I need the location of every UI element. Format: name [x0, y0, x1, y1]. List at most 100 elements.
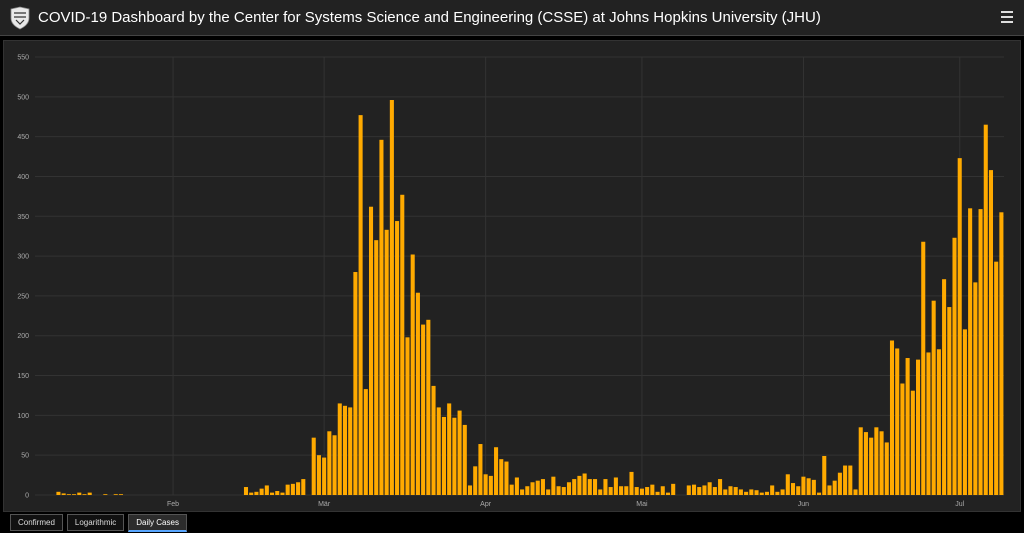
bar	[499, 459, 504, 495]
bar	[942, 279, 947, 495]
bar	[587, 479, 592, 495]
bar	[540, 479, 545, 495]
bar	[994, 261, 999, 495]
bar	[889, 340, 895, 495]
bar	[921, 241, 926, 495]
bar	[926, 352, 931, 495]
bar	[358, 115, 363, 495]
bar	[316, 455, 321, 495]
bar	[368, 206, 374, 495]
bar	[801, 476, 806, 495]
bar	[270, 492, 275, 495]
bar	[707, 482, 712, 495]
bar	[389, 100, 394, 495]
chart-tab-bar: Confirmed Logarithmic Daily Cases	[10, 514, 191, 532]
bar	[822, 455, 827, 495]
bar	[488, 475, 493, 495]
bar	[759, 492, 764, 495]
bar	[968, 208, 973, 496]
y-tick-label: 0	[25, 493, 29, 500]
bar	[863, 432, 868, 495]
y-tick-label: 300	[17, 254, 29, 261]
bar	[452, 417, 457, 495]
bar	[113, 494, 118, 495]
bar	[462, 424, 467, 495]
bar	[691, 484, 697, 495]
bar	[415, 292, 420, 495]
bar	[858, 427, 863, 495]
bar	[796, 486, 801, 495]
bar	[400, 194, 405, 495]
bar	[905, 358, 910, 495]
bar	[603, 479, 608, 495]
bar	[790, 483, 796, 495]
bar	[988, 170, 994, 496]
tab-logarithmic[interactable]: Logarithmic	[66, 514, 125, 531]
y-tick-label: 150	[17, 373, 29, 380]
bar	[525, 486, 530, 495]
bar	[879, 431, 884, 495]
page-title: COVID-19 Dashboard by the Center for Sys…	[38, 9, 821, 26]
y-tick-label: 400	[17, 174, 29, 181]
x-tick-label: Jun	[798, 501, 809, 508]
bar	[848, 465, 853, 495]
bar	[342, 405, 348, 495]
bar	[655, 491, 660, 495]
bar	[634, 487, 639, 495]
bar	[301, 479, 306, 495]
bar	[322, 457, 327, 495]
bar	[853, 489, 858, 495]
bar	[624, 486, 629, 495]
bar	[280, 492, 285, 495]
bar	[118, 494, 123, 495]
bar	[764, 491, 769, 495]
bar	[421, 324, 426, 495]
bar	[895, 348, 900, 495]
bar	[264, 485, 269, 495]
bar	[728, 486, 733, 495]
bar	[650, 484, 655, 495]
bar	[910, 390, 915, 495]
bar	[551, 476, 556, 495]
bar	[441, 416, 446, 495]
bar	[582, 473, 587, 495]
bar	[103, 494, 108, 495]
bar	[530, 482, 535, 495]
bar	[613, 477, 618, 495]
bar	[598, 489, 603, 495]
y-tick-label: 350	[17, 214, 29, 221]
tab-daily-cases[interactable]: Daily Cases	[128, 514, 187, 532]
y-tick-label: 500	[17, 94, 29, 101]
bar	[431, 385, 436, 495]
bar	[509, 484, 514, 495]
x-tick-label: Mai	[636, 501, 648, 508]
bar	[332, 435, 337, 495]
hamburger-menu-icon[interactable]	[1001, 11, 1013, 23]
bar	[82, 494, 87, 495]
bar	[671, 483, 676, 495]
bar	[639, 488, 644, 495]
bar	[311, 437, 316, 495]
y-tick-label: 100	[17, 413, 29, 420]
bar	[457, 410, 462, 495]
bar	[337, 403, 342, 495]
y-tick-label: 200	[17, 333, 29, 340]
bar	[56, 491, 61, 495]
y-tick-label: 450	[17, 134, 29, 141]
bar	[478, 444, 483, 495]
bar	[395, 221, 400, 495]
bar	[738, 489, 743, 495]
x-tick-label: Apr	[480, 501, 492, 508]
bar	[837, 472, 842, 495]
bar	[66, 494, 71, 495]
y-tick-label: 550	[17, 55, 29, 62]
x-tick-label: Jul	[955, 501, 964, 508]
bar	[494, 447, 499, 495]
bar	[749, 489, 754, 495]
daily-cases-chart: 0 50 100 150 200 250 300 350 400 450 500 550 Feb Mär A…	[17, 55, 1004, 508]
tab-confirmed[interactable]: Confirmed	[10, 514, 63, 531]
bar	[754, 490, 759, 495]
bar	[483, 474, 488, 495]
daily-cases-chart-panel: 0 50 100 150 200 250 300 350 400 450 500 550 Feb Mär A…	[3, 40, 1021, 512]
bar	[61, 493, 66, 495]
